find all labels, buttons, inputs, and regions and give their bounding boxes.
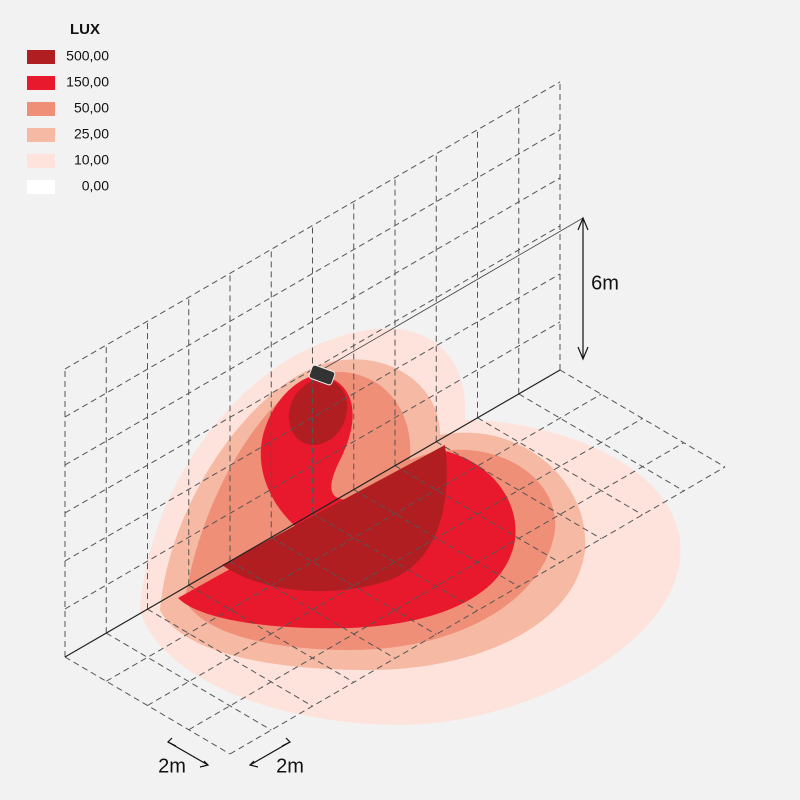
floor-grid-line xyxy=(477,417,643,516)
luminaire xyxy=(308,364,336,386)
floor-grid-line xyxy=(105,393,602,682)
grid xyxy=(64,81,726,755)
floor-grid-line xyxy=(312,513,478,611)
illuminance-contours xyxy=(140,328,681,725)
wall-grid-line xyxy=(64,129,561,418)
legend-label: 10,00 xyxy=(74,152,109,168)
legend-swatch xyxy=(27,50,55,64)
floor-grid-line xyxy=(147,418,643,706)
legend-label: 50,00 xyxy=(74,100,109,116)
contour-500-wall xyxy=(288,378,348,446)
height-label: 6m xyxy=(591,272,619,294)
legend-title: LUX xyxy=(70,21,100,38)
floor-grid-line xyxy=(270,536,437,635)
legend-swatch xyxy=(27,180,55,194)
wall-grid-line xyxy=(64,225,561,514)
legend-swatch xyxy=(27,128,55,142)
legend-swatch xyxy=(27,154,55,168)
depth-label: 2m xyxy=(276,755,304,777)
floor-grid-line xyxy=(105,632,272,731)
legend-swatch xyxy=(27,102,55,116)
floor-grid-line xyxy=(229,466,726,755)
floor-grid-line xyxy=(435,441,602,540)
width-label: 2m xyxy=(158,755,186,777)
wall-grid-line xyxy=(64,81,561,370)
width-dimensions xyxy=(166,737,292,768)
wall-grid-line xyxy=(64,273,561,562)
legend-swatch xyxy=(27,76,55,90)
legend: 500,00 150,00 50,00 25,00 10,00 0,00 xyxy=(27,48,109,194)
wall-base xyxy=(64,369,561,658)
legend-label: 500,00 xyxy=(66,48,109,64)
legend-label: 0,00 xyxy=(82,178,109,194)
wall-grid-line xyxy=(64,177,561,466)
height-reference xyxy=(317,217,584,373)
contour-500 xyxy=(222,445,447,592)
legend-label: 150,00 xyxy=(66,74,109,90)
floor-grid-line xyxy=(188,442,685,731)
legend-label: 25,00 xyxy=(74,126,109,142)
height-dimension xyxy=(577,216,589,361)
wall-grid-line xyxy=(64,321,561,610)
